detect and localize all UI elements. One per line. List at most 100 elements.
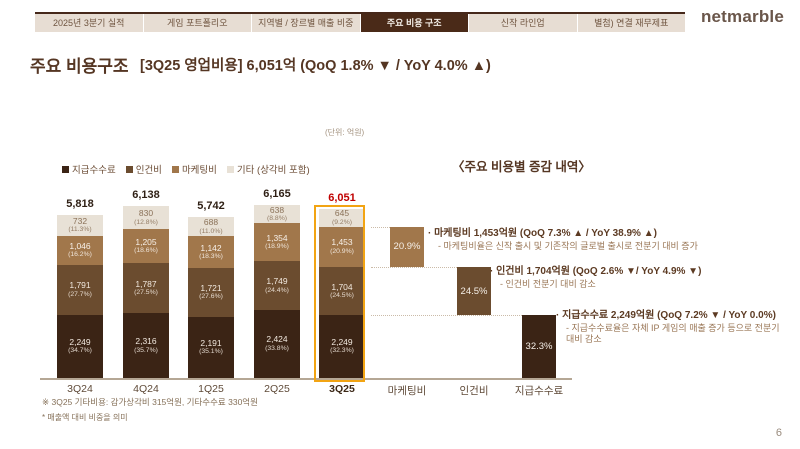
x-label-3Q25: 3Q25 [329, 383, 355, 395]
annotation-marketing-desc: - 마케팅비율은 신작 출시 및 기존작의 글로벌 출시로 전분기 대비 증가 [438, 240, 698, 251]
segment-pct: (34.7%) [68, 347, 92, 355]
segment-value: 2,249 [331, 336, 353, 347]
bar-segment-other-3Q25: 645 (9.2%) [319, 208, 365, 227]
segment-value: 1,721 [200, 282, 222, 293]
annotation-labor: 인건비 1,704억원 (QoQ 2.6% ▼/ YoY 4.9% ▼) - 인… [490, 266, 790, 290]
segment-value: 2,191 [200, 337, 222, 348]
segment-pct: (18.9%) [265, 243, 289, 251]
annotation-labor-desc: - 인건비 전분기 대비 감소 [500, 278, 596, 289]
bar-segment-marketing-2Q25: 1,354 (18.9%) [254, 223, 300, 262]
chart-legend: 지급수수료 인건비 마케팅비 기타 (상각비 포함) [62, 162, 310, 176]
bar-total-3Q25: 6,051 [328, 191, 356, 204]
tab-revenue-mix[interactable]: 지역별 / 장르별 매출 비중 [252, 14, 360, 32]
legend-item-fees: 지급수수료 [62, 162, 116, 176]
legend-label: 인건비 [135, 165, 162, 176]
segment-value: 2,249 [69, 336, 91, 347]
x-label-3Q24: 3Q24 [67, 383, 93, 395]
segment-pct: (35.7%) [134, 346, 158, 354]
segment-pct: (27.7%) [68, 290, 92, 298]
bar-segment-marketing-1Q25: 1,142 (18.3%) [188, 236, 234, 269]
bar-segment-labor-3Q24: 1,791 (27.7%) [57, 264, 103, 315]
tab-financial-statements[interactable]: 별첨) 연결 재무제표 [577, 14, 685, 32]
segment-value: 2,316 [135, 335, 157, 346]
stacked-bar-1Q25: 688 (11.0%) 1,142 (18.3%) 1,721 (27.6%) 2,1… [188, 217, 234, 378]
bar-segment-fees-4Q24: 2,316 (35.7%) [123, 313, 169, 378]
segment-pct: (24.4%) [265, 286, 289, 294]
segment-pct: (11.0%) [199, 227, 223, 235]
bar-segment-fees-3Q25: 2,249 (32.3%) [319, 314, 365, 378]
bar-segment-fees-3Q24: 2,249 (34.7%) [57, 315, 103, 378]
segment-value: 645 [334, 208, 350, 219]
x-label-marketing: 마케팅비 [387, 385, 427, 397]
bar-segment-labor-3Q25: 1,704 (24.5%) [319, 267, 365, 315]
tabbar-accent-line [35, 12, 685, 14]
segment-value: 1,749 [266, 276, 288, 287]
segment-pct: (9.2%) [331, 218, 353, 226]
cost-chart: 732 (11.3%) 1,046 (16.2%) 1,791 (27.7%) 2,2… [40, 188, 600, 405]
annotation-fees-title: 지급수수료 2,249억원 (QoQ 7.2% ▼ / YoY 0.0%) [556, 310, 788, 323]
segment-value: 1,787 [135, 278, 157, 289]
waterfall-bar-marketing: 20.9% [390, 226, 424, 268]
bar-segment-labor-1Q25: 1,721 (27.6%) [188, 268, 234, 317]
stacked-bar-3Q25: 645 (9.2%) 1,453 (20.9%) 1,704 (24.5%) 2,24… [319, 208, 365, 378]
waterfall-bar-fees: 32.3% [522, 315, 556, 378]
annotation-marketing: 마케팅비 1,453억원 (QoQ 7.3% ▲ / YoY 38.9% ▲) … [428, 228, 778, 252]
x-label-1Q25: 1Q25 [198, 383, 224, 395]
segment-value: 1,453 [331, 237, 353, 248]
bar-segment-marketing-4Q24: 1,205 (18.6%) [123, 229, 169, 264]
dotted-connector-marketing [371, 226, 390, 228]
legend-chip-labor [125, 165, 133, 173]
legend-label: 마케팅비 [181, 165, 217, 176]
waterfall-pct: 32.3% [525, 341, 553, 352]
bar-total-1Q25: 5,742 [197, 200, 225, 213]
segment-pct: (33.8%) [265, 344, 289, 352]
x-label-fees: 지급수수료 [514, 385, 564, 397]
annotation-marketing-title: 마케팅비 1,453억원 (QoQ 7.3% ▲ / YoY 38.9% ▲) [428, 228, 778, 241]
bar-segment-other-3Q24: 732 (11.3%) [57, 215, 103, 236]
segment-pct: (18.6%) [134, 247, 158, 255]
annotation-labor-title: 인건비 1,704억원 (QoQ 2.6% ▼/ YoY 4.9% ▼) [490, 266, 790, 279]
x-axis-line [40, 378, 572, 380]
segment-pct: (16.2%) [68, 251, 92, 259]
segment-pct: (24.5%) [330, 292, 354, 300]
legend-label: 지급수수료 [72, 165, 116, 176]
segment-pct: (12.8%) [134, 218, 158, 226]
segment-value: 2,424 [266, 334, 288, 345]
x-label-2Q25: 2Q25 [264, 383, 290, 395]
bar-segment-marketing-3Q24: 1,046 (16.2%) [57, 235, 103, 265]
unit-note: (단위: 억원) [325, 128, 365, 137]
dotted-connector-fees [371, 315, 522, 317]
legend-item-marketing: 마케팅비 [171, 162, 217, 176]
segment-pct: (27.6%) [199, 293, 223, 301]
annotation-fees-desc: - 지급수수료율은 자체 IP 게임의 매출 증가 등으로 전분기 대비 감소 [566, 322, 780, 345]
bar-segment-other-2Q25: 638 (8.8%) [254, 205, 300, 224]
footnote-other-costs: ※ 3Q25 기타비용: 감가상각비 315억원, 기타수수료 330억원 [42, 397, 258, 407]
segment-value: 830 [138, 208, 154, 219]
x-label-4Q24: 4Q24 [133, 383, 159, 395]
segment-pct: (18.3%) [199, 253, 223, 261]
tab-cost-structure[interactable]: 주요 비용 구조 [360, 14, 468, 32]
bar-segment-fees-1Q25: 2,191 (35.1%) [188, 316, 234, 378]
legend-label: 기타 (상각비 포함) [236, 165, 310, 176]
bar-segment-labor-4Q24: 1,787 (27.5%) [123, 263, 169, 314]
bar-segment-fees-2Q25: 2,424 (33.8%) [254, 310, 300, 378]
segment-pct: (32.3%) [330, 347, 354, 355]
segment-value: 1,791 [69, 280, 91, 291]
bar-segment-marketing-3Q25: 1,453 (20.9%) [319, 226, 365, 268]
bar-segment-other-1Q25: 688 (11.0%) [188, 217, 234, 237]
segment-pct: (20.9%) [330, 247, 354, 255]
tab-results[interactable]: 2025년 3분기 실적 [35, 14, 143, 32]
waterfall-pct: 24.5% [460, 285, 488, 297]
bar-segment-labor-2Q25: 1,749 (24.4%) [254, 261, 300, 311]
waterfall-pct: 20.9% [393, 241, 421, 253]
legend-chip-other [226, 165, 234, 173]
stacked-bar-4Q24: 830 (12.8%) 1,205 (18.6%) 1,787 (27.5%) 2,3… [123, 206, 169, 378]
page-number: 6 [775, 427, 782, 439]
legend-item-other: 기타 (상각비 포함) [226, 162, 310, 176]
segment-value: 1,046 [69, 240, 91, 251]
tab-portfolio[interactable]: 게임 포트폴리오 [143, 14, 251, 32]
tab-bar: 2025년 3분기 실적 게임 포트폴리오 지역별 / 장르별 매출 비중 주요 비용… [35, 14, 685, 32]
plot-area: 732 (11.3%) 1,046 (16.2%) 1,791 (27.7%) 2,2… [40, 188, 572, 382]
tab-new-lineup[interactable]: 신작 라인업 [469, 14, 577, 32]
